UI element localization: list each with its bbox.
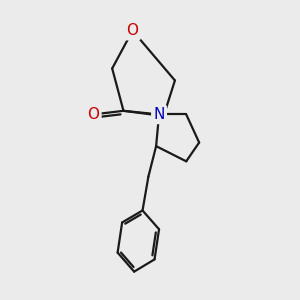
Text: O: O [87, 107, 99, 122]
Text: N: N [153, 107, 165, 122]
Text: O: O [127, 23, 139, 38]
